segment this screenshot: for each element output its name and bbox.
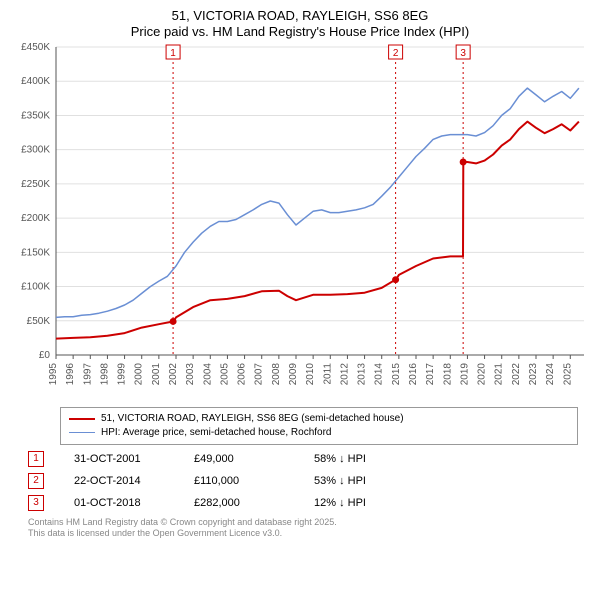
svg-text:£400K: £400K	[21, 76, 50, 87]
marker-number-box: 1	[28, 451, 44, 467]
marker-date: 22-OCT-2014	[74, 475, 164, 487]
legend-item: 51, VICTORIA ROAD, RAYLEIGH, SS6 8EG (se…	[69, 412, 569, 426]
svg-text:2014: 2014	[374, 362, 385, 385]
title-block: 51, VICTORIA ROAD, RAYLEIGH, SS6 8EG Pri…	[0, 0, 600, 41]
svg-text:2013: 2013	[357, 362, 368, 385]
svg-text:1995: 1995	[48, 362, 59, 385]
svg-text:2002: 2002	[168, 362, 179, 385]
title-line-1: 51, VICTORIA ROAD, RAYLEIGH, SS6 8EG	[0, 8, 600, 24]
svg-text:2019: 2019	[459, 362, 470, 385]
marker-diff: 58% ↓ HPI	[314, 453, 366, 465]
legend-label: 51, VICTORIA ROAD, RAYLEIGH, SS6 8EG (se…	[101, 412, 404, 426]
marker-number: 3	[33, 497, 39, 508]
footer: Contains HM Land Registry data © Crown c…	[28, 517, 578, 540]
svg-text:2008: 2008	[271, 362, 282, 385]
marker-number: 2	[33, 475, 39, 486]
svg-text:2020: 2020	[477, 362, 488, 385]
svg-text:2010: 2010	[305, 362, 316, 385]
svg-text:£0: £0	[39, 350, 51, 361]
chart-container: 51, VICTORIA ROAD, RAYLEIGH, SS6 8EG Pri…	[0, 0, 600, 590]
footer-line-2: This data is licensed under the Open Gov…	[28, 528, 578, 540]
price-chart: £0 £50K £100K £150K £200K £250K £300K £350K £400…	[0, 41, 600, 401]
legend-item: HPI: Average price, semi-detached house,…	[69, 426, 569, 440]
svg-text:2018: 2018	[442, 362, 453, 385]
svg-text:£450K: £450K	[21, 42, 50, 53]
svg-text:1996: 1996	[65, 362, 76, 385]
svg-text:2006: 2006	[237, 362, 248, 385]
svg-text:2021: 2021	[494, 362, 505, 385]
svg-text:£50K: £50K	[27, 315, 51, 326]
marker-diff: 53% ↓ HPI	[314, 475, 366, 487]
svg-text:1: 1	[170, 48, 176, 59]
svg-text:1997: 1997	[82, 362, 93, 385]
marker-row: 3 01-OCT-2018 £282,000 12% ↓ HPI	[28, 495, 578, 511]
legend-swatch	[69, 418, 95, 420]
marker-price: £282,000	[194, 497, 284, 509]
svg-text:2024: 2024	[545, 362, 556, 385]
footer-line-1: Contains HM Land Registry data © Crown c…	[28, 517, 578, 529]
svg-text:2: 2	[393, 48, 399, 59]
svg-text:3: 3	[460, 48, 466, 59]
svg-text:2009: 2009	[288, 362, 299, 385]
svg-text:2015: 2015	[391, 362, 402, 385]
svg-text:2012: 2012	[339, 362, 350, 385]
svg-text:£200K: £200K	[21, 213, 50, 224]
marker-date: 31-OCT-2001	[74, 453, 164, 465]
svg-text:2016: 2016	[408, 362, 419, 385]
marker-row: 1 31-OCT-2001 £49,000 58% ↓ HPI	[28, 451, 578, 467]
svg-text:2007: 2007	[254, 362, 265, 385]
svg-text:1998: 1998	[99, 362, 110, 385]
legend: 51, VICTORIA ROAD, RAYLEIGH, SS6 8EG (se…	[60, 407, 578, 445]
marker-number: 1	[33, 453, 39, 464]
marker-row: 2 22-OCT-2014 £110,000 53% ↓ HPI	[28, 473, 578, 489]
svg-text:2000: 2000	[134, 362, 145, 385]
svg-text:£150K: £150K	[21, 247, 50, 258]
svg-text:2022: 2022	[511, 362, 522, 385]
svg-text:1999: 1999	[117, 362, 128, 385]
legend-label: HPI: Average price, semi-detached house,…	[101, 426, 332, 440]
svg-text:2004: 2004	[202, 362, 213, 385]
svg-text:2011: 2011	[322, 362, 333, 384]
svg-text:2005: 2005	[219, 362, 230, 385]
svg-text:2003: 2003	[185, 362, 196, 385]
title-line-2: Price paid vs. HM Land Registry's House …	[0, 24, 600, 40]
svg-text:£300K: £300K	[21, 144, 50, 155]
marker-number-box: 2	[28, 473, 44, 489]
svg-text:2025: 2025	[562, 362, 573, 385]
svg-text:£350K: £350K	[21, 110, 50, 121]
marker-price: £110,000	[194, 475, 284, 487]
svg-text:£100K: £100K	[21, 281, 50, 292]
marker-date: 01-OCT-2018	[74, 497, 164, 509]
marker-number-box: 3	[28, 495, 44, 511]
svg-text:2001: 2001	[151, 362, 162, 385]
svg-text:£250K: £250K	[21, 178, 50, 189]
marker-price: £49,000	[194, 453, 284, 465]
marker-diff: 12% ↓ HPI	[314, 497, 366, 509]
marker-table: 1 31-OCT-2001 £49,000 58% ↓ HPI 2 22-OCT…	[28, 451, 578, 511]
svg-text:2023: 2023	[528, 362, 539, 385]
legend-swatch	[69, 432, 95, 433]
svg-text:2017: 2017	[425, 362, 436, 385]
